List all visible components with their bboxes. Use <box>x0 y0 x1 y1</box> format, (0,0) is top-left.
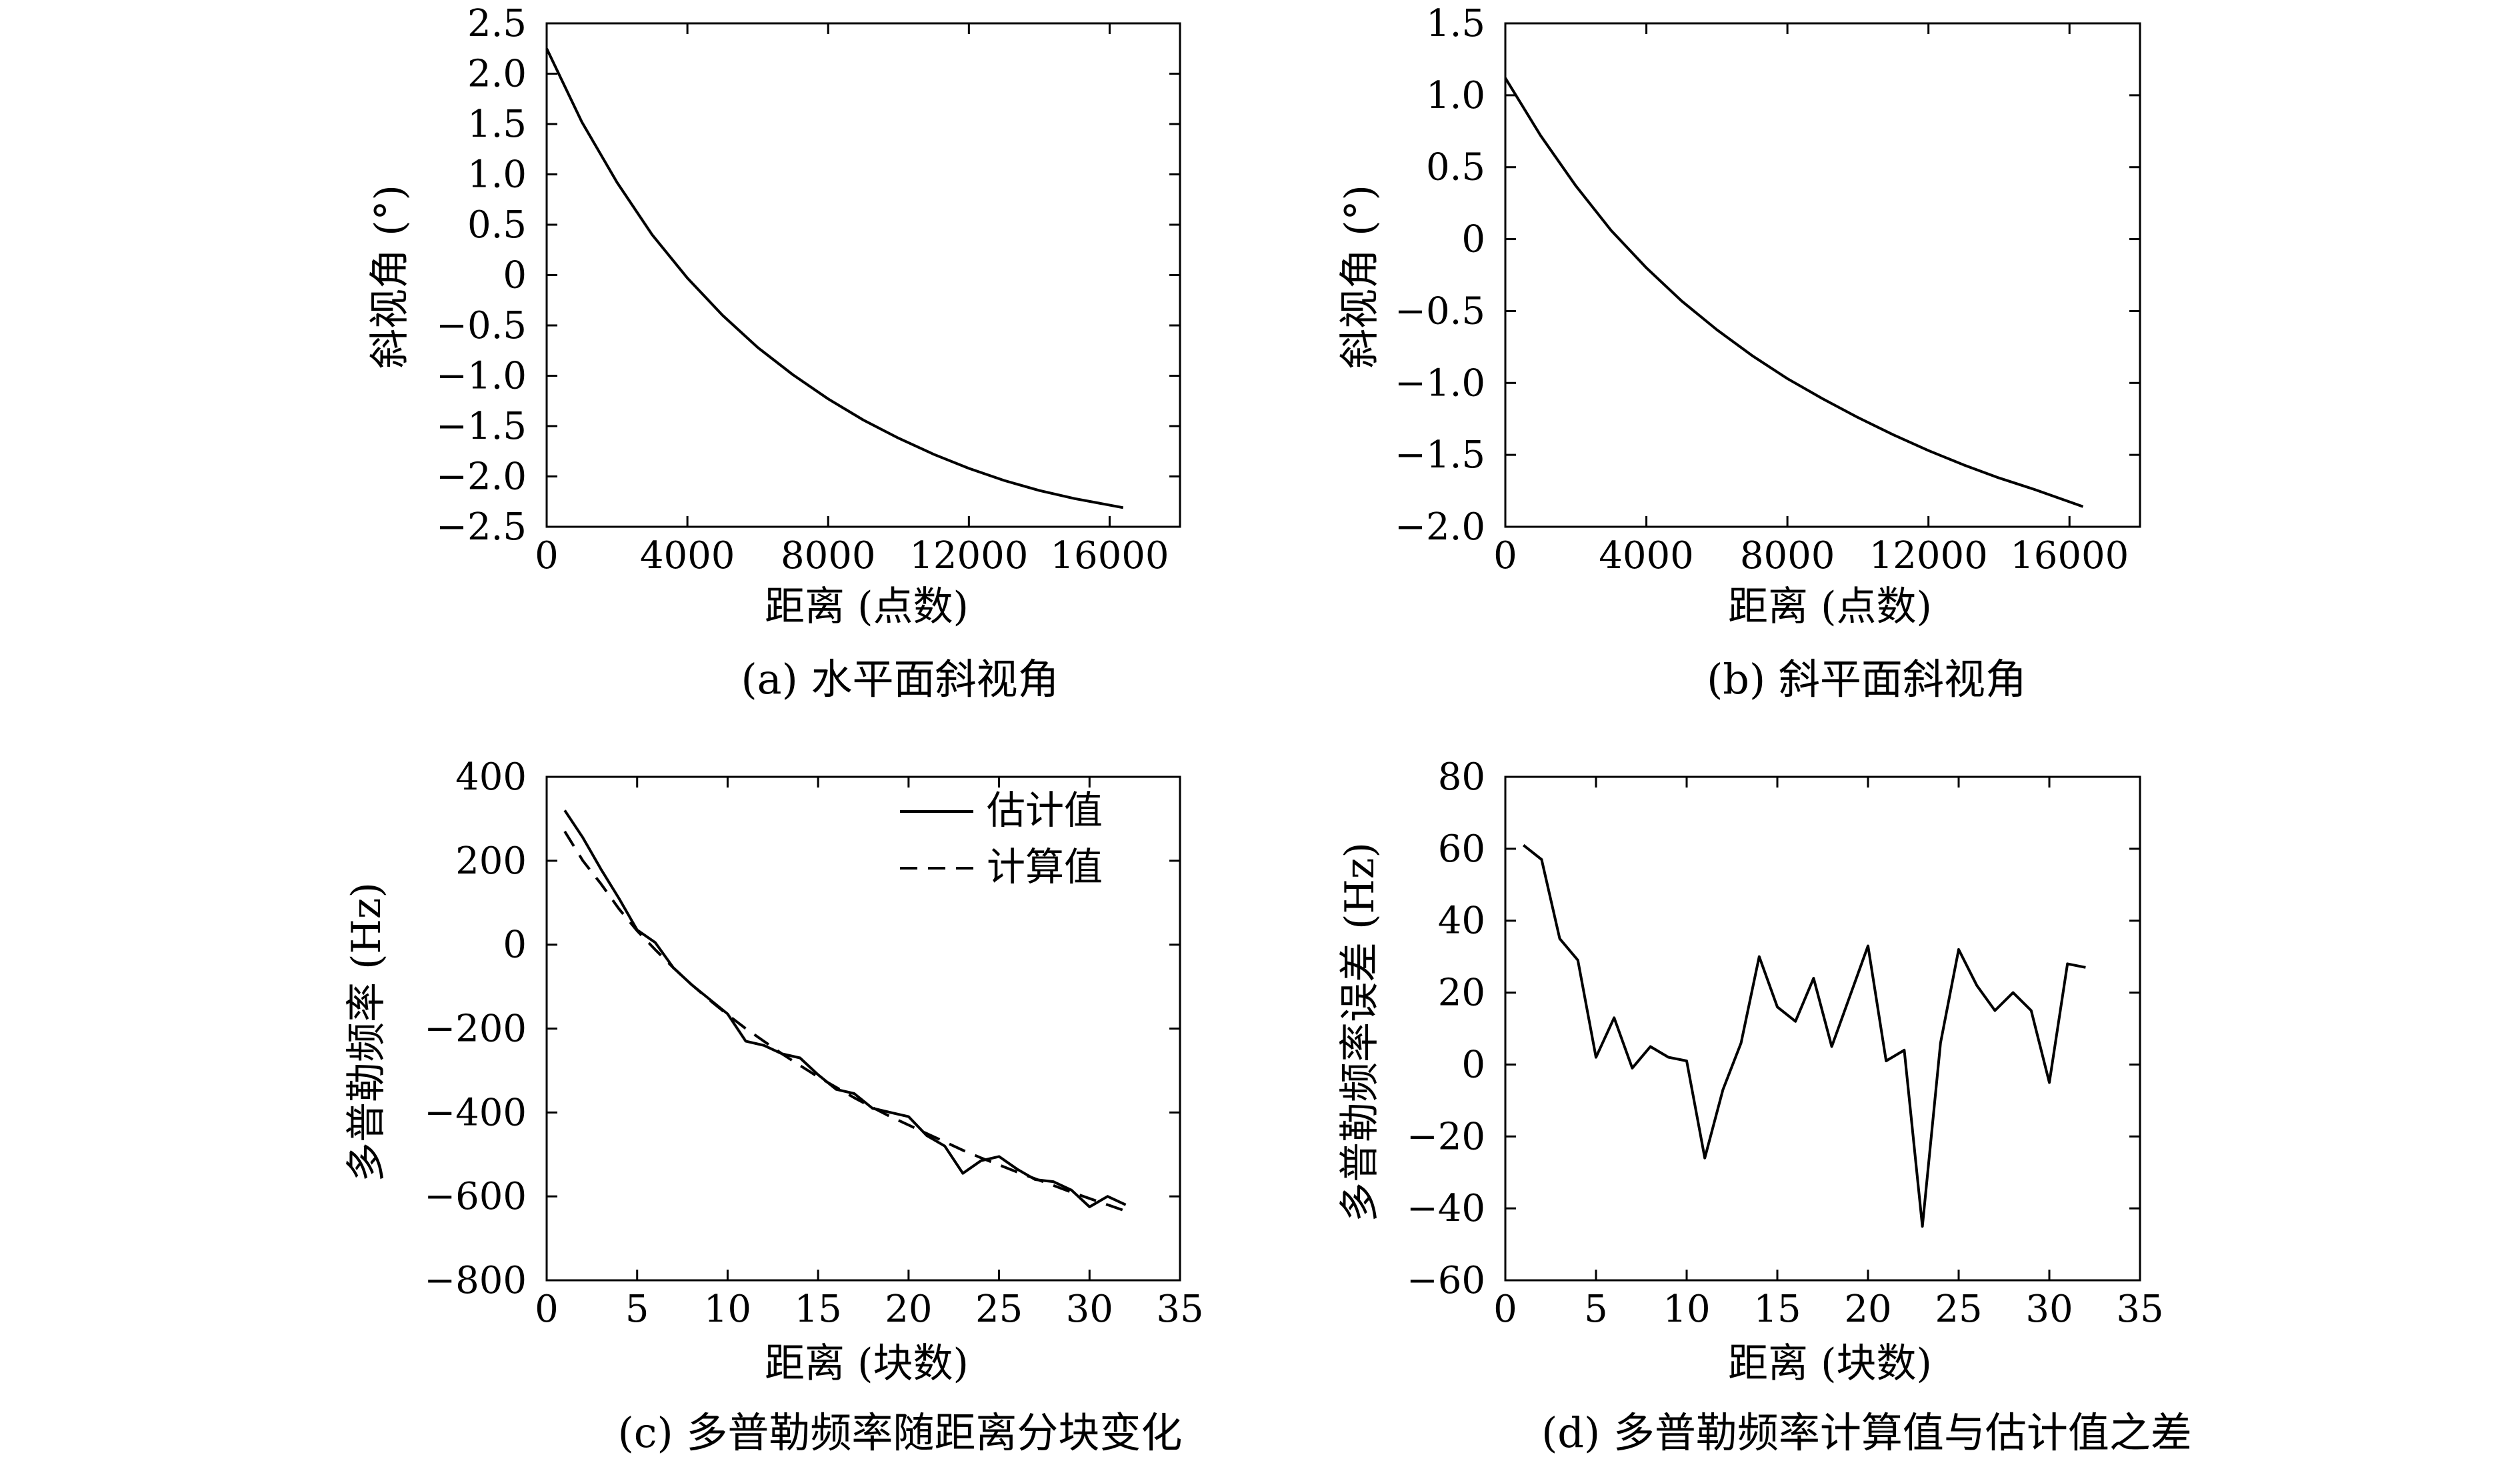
y-axis-label: 多普勒频率 (Hz) <box>343 882 390 1182</box>
x-tick-label: 35 <box>1156 1288 1203 1331</box>
series-line-1 <box>1504 77 2084 508</box>
plot-frame <box>1504 776 2141 1282</box>
y-tick-label: 1.5 <box>1426 2 1485 45</box>
x-tick-label: 35 <box>2116 1288 2163 1331</box>
y-tick-label: −2.0 <box>436 455 527 499</box>
y-tick-label: 60 <box>1438 828 1485 871</box>
series-line-1 <box>545 47 1124 509</box>
chart-panel-1: 0 4000 8000 12000 16000 2.5 2.0 1.5 1.0 0.5 0 −0.5 −… <box>367 2 1181 703</box>
x-axis-label: 距离 (点数) <box>1728 583 1932 630</box>
y-tick-label: −600 <box>424 1175 527 1218</box>
y-axis-label: 斜视角 (°) <box>367 185 413 369</box>
x-tick-label: 5 <box>1584 1288 1608 1331</box>
x-tick-label: 0 <box>535 1288 559 1331</box>
x-tick-label: 15 <box>795 1288 842 1331</box>
x-tick-label: 4000 <box>1599 534 1694 577</box>
chart-panel-4: 0 5 10 15 20 25 30 35 80 60 40 20 0 −20 −40 −60 距离 (块数) 多… <box>1337 756 2192 1457</box>
y-tick-label: −1.0 <box>1395 361 1485 405</box>
y-tick-label: −1.5 <box>436 405 527 448</box>
y-tick-label: 1.0 <box>1426 74 1485 117</box>
y-tick-label: −2.0 <box>1395 505 1485 549</box>
x-tick-label: 10 <box>704 1288 751 1331</box>
legend-label: 计算值 <box>987 844 1103 890</box>
y-tick-label: 1.0 <box>467 153 527 197</box>
y-tick-label: −1.0 <box>436 355 527 398</box>
x-tick-label: 30 <box>1066 1288 1113 1331</box>
y-tick-label: 200 <box>455 840 527 883</box>
y-tick-label: 20 <box>1438 972 1485 1015</box>
series-line-2 <box>563 830 1127 1213</box>
x-tick-label: 0 <box>1493 534 1517 577</box>
x-tick-label: 0 <box>535 534 559 577</box>
y-tick-label: 0 <box>1461 218 1485 261</box>
y-tick-label: −2.5 <box>436 505 527 549</box>
chart-panel-2: 0 4000 8000 12000 16000 1.5 1.0 0.5 0 −0.5 −1.0 −1.… <box>1337 2 2141 703</box>
x-tick-label: 8000 <box>1740 534 1835 577</box>
y-tick-label: −60 <box>1407 1259 1485 1302</box>
x-tick-label: 25 <box>975 1288 1023 1331</box>
y-tick-label: 0 <box>503 924 527 967</box>
y-axis-label: 斜视角 (°) <box>1337 185 1383 369</box>
x-tick-label: 5 <box>625 1288 649 1331</box>
x-tick-label: 4000 <box>640 534 735 577</box>
x-tick-label: 16000 <box>2010 534 2129 577</box>
y-axis-label: 多普勒频率误差 (Hz) <box>1337 842 1383 1222</box>
x-tick-label: 16000 <box>1050 534 1169 577</box>
x-tick-label: 8000 <box>781 534 876 577</box>
y-tick-label: −400 <box>424 1091 527 1134</box>
y-tick-label: −40 <box>1407 1187 1485 1230</box>
x-tick-label: 30 <box>2025 1288 2073 1331</box>
figure-caption: (b) 斜平面斜视角 <box>1707 655 2027 703</box>
plot-frame <box>545 22 1181 528</box>
figure-caption: (d) 多普勒频率计算值与估计值之差 <box>1541 1408 2192 1457</box>
x-tick-label: 12000 <box>909 534 1028 577</box>
x-axis-label: 距离 (块数) <box>1728 1340 1932 1387</box>
y-tick-label: 1.5 <box>467 103 527 146</box>
y-tick-label: −0.5 <box>436 304 527 347</box>
x-tick-label: 20 <box>1844 1288 1891 1331</box>
y-tick-label: −1.5 <box>1395 433 1485 477</box>
chart-panel-3: 0 5 10 15 20 25 30 35 400 200 0 −200 −400 −600 −800 估计值… <box>343 756 1204 1457</box>
y-tick-label: 400 <box>455 756 527 799</box>
legend-label: 估计值 <box>987 788 1103 833</box>
y-tick-label: −800 <box>424 1259 527 1302</box>
x-tick-label: 20 <box>885 1288 932 1331</box>
y-tick-label: 0 <box>1461 1043 1485 1086</box>
y-tick-label: −0.5 <box>1395 289 1485 333</box>
y-tick-label: 0 <box>503 254 527 297</box>
figure-caption: (a) 水平面斜视角 <box>741 655 1059 703</box>
y-tick-label: 80 <box>1438 756 1485 799</box>
y-tick-label: 2.5 <box>467 2 527 45</box>
x-tick-label: 25 <box>1935 1288 1982 1331</box>
y-tick-label: 2.0 <box>467 53 527 96</box>
x-axis-label: 距离 (块数) <box>765 1340 969 1387</box>
x-tick-label: 0 <box>1493 1288 1517 1331</box>
x-axis-label: 距离 (点数) <box>765 583 969 630</box>
series-line-1 <box>1522 844 2086 1228</box>
y-tick-label: 0.5 <box>1426 146 1485 189</box>
y-tick-label: 0.5 <box>467 203 527 247</box>
x-tick-label: 12000 <box>1869 534 1988 577</box>
x-tick-label: 10 <box>1663 1288 1710 1331</box>
plot-frame <box>1504 22 2141 528</box>
y-tick-label: −20 <box>1407 1115 1485 1158</box>
y-tick-label: 40 <box>1438 900 1485 943</box>
x-tick-label: 15 <box>1753 1288 1801 1331</box>
y-tick-label: −200 <box>424 1008 527 1051</box>
figure-caption: (c) 多普勒频率随距离分块变化 <box>618 1408 1183 1457</box>
